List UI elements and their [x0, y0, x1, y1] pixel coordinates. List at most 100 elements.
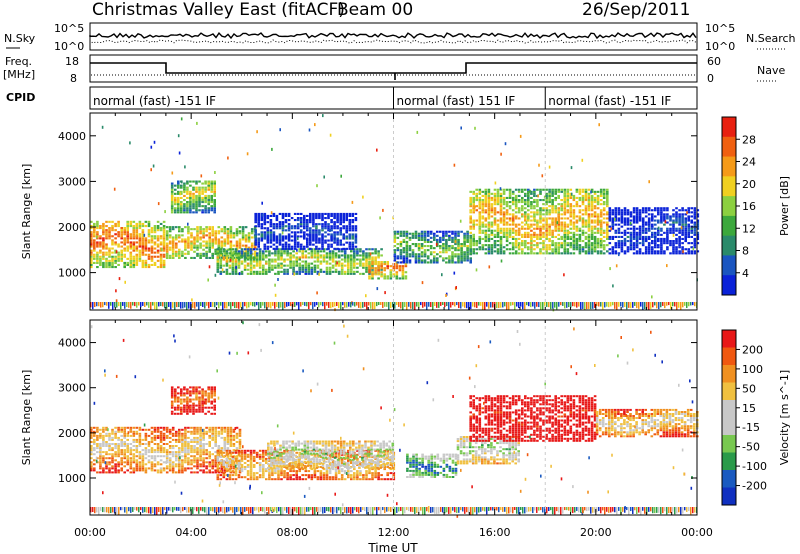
data-cell	[177, 203, 180, 206]
data-cell	[606, 211, 609, 214]
data-cell	[178, 256, 181, 259]
data-cell	[266, 229, 270, 232]
data-cell	[362, 250, 365, 253]
data-cell	[141, 449, 145, 452]
data-cell	[204, 182, 207, 185]
data-cell	[399, 243, 403, 246]
data-cell	[517, 242, 521, 245]
data-cell	[660, 252, 663, 255]
data-cell	[123, 227, 126, 230]
data-cell	[202, 449, 205, 452]
data-cell	[156, 237, 160, 240]
data-cell	[351, 212, 355, 215]
station-title: Christmas Valley East (fitACF)	[92, 0, 345, 20]
data-cell	[175, 463, 178, 466]
data-cell	[258, 260, 262, 263]
data-cell	[219, 264, 223, 267]
data-cell	[508, 242, 512, 245]
data-cell	[581, 233, 585, 236]
data-cell	[108, 261, 111, 264]
data-cell	[295, 260, 298, 263]
data-cell	[572, 223, 576, 226]
data-cell	[108, 447, 111, 450]
data-cell	[193, 228, 196, 231]
data-cell	[590, 225, 594, 228]
data-cell	[153, 263, 157, 266]
data-cell	[572, 215, 576, 218]
scatter-cell	[351, 301, 353, 305]
data-cell	[478, 188, 482, 191]
data-cell	[168, 248, 172, 251]
data-cell	[521, 196, 524, 199]
data-cell	[170, 205, 174, 208]
data-cell	[144, 259, 148, 262]
data-cell	[190, 447, 193, 450]
nsky-label: N.Sky	[4, 32, 36, 45]
data-cell	[150, 245, 154, 248]
data-cell	[572, 231, 576, 234]
ground-scatter-cell	[450, 302, 452, 308]
data-cell	[354, 241, 358, 244]
data-cell	[368, 254, 371, 257]
data-cell	[578, 235, 582, 238]
data-cell	[144, 249, 148, 252]
data-cell	[177, 180, 180, 183]
data-cell	[186, 211, 189, 214]
data-cell	[132, 266, 136, 269]
data-cell	[114, 459, 117, 462]
data-cell	[129, 263, 133, 266]
data-cell	[451, 238, 454, 241]
data-cell	[266, 221, 270, 224]
data-cell	[359, 248, 362, 251]
data-cell	[647, 207, 651, 210]
data-cell	[229, 236, 233, 239]
data-cell	[306, 221, 309, 224]
data-cell	[581, 219, 585, 222]
data-cell	[159, 434, 163, 437]
data-cell	[354, 237, 358, 240]
data-cell	[193, 428, 196, 431]
data-cell	[198, 203, 201, 206]
data-cell	[581, 203, 585, 206]
data-cell	[599, 227, 603, 230]
data-cell	[487, 244, 491, 247]
data-cell	[108, 471, 111, 474]
data-cell	[563, 246, 567, 249]
data-cell	[123, 233, 126, 236]
data-cell	[289, 260, 292, 263]
scatter-cell	[525, 221, 528, 225]
data-cell	[159, 451, 163, 454]
data-cell	[687, 231, 690, 234]
data-cell	[505, 223, 509, 226]
data-cell	[99, 249, 102, 252]
data-cell	[590, 201, 594, 204]
data-cell	[120, 457, 123, 460]
data-cell	[170, 194, 174, 197]
data-cell	[429, 259, 433, 262]
scatter-cell	[238, 272, 241, 276]
scatter-cell	[538, 163, 540, 167]
data-cell	[657, 233, 660, 236]
data-cell	[572, 244, 576, 247]
data-cell	[213, 184, 216, 187]
data-cell	[178, 447, 181, 450]
data-cell	[199, 242, 202, 245]
data-cell	[490, 225, 494, 228]
data-cell	[195, 201, 198, 204]
data-cell	[672, 227, 675, 230]
data-cell	[626, 211, 630, 214]
data-cell	[557, 194, 560, 197]
data-cell	[93, 441, 96, 443]
data-cell	[211, 240, 214, 243]
data-cell	[153, 231, 157, 234]
data-cell	[696, 221, 700, 224]
data-cell	[669, 231, 672, 234]
data-cell	[117, 443, 120, 445]
ground-scatter-cell	[340, 302, 342, 310]
data-cell	[321, 239, 324, 242]
data-cell	[545, 194, 548, 197]
ground-scatter-cell	[114, 302, 116, 308]
data-cell	[132, 426, 136, 429]
data-cell	[283, 268, 286, 271]
data-cell	[393, 240, 397, 243]
